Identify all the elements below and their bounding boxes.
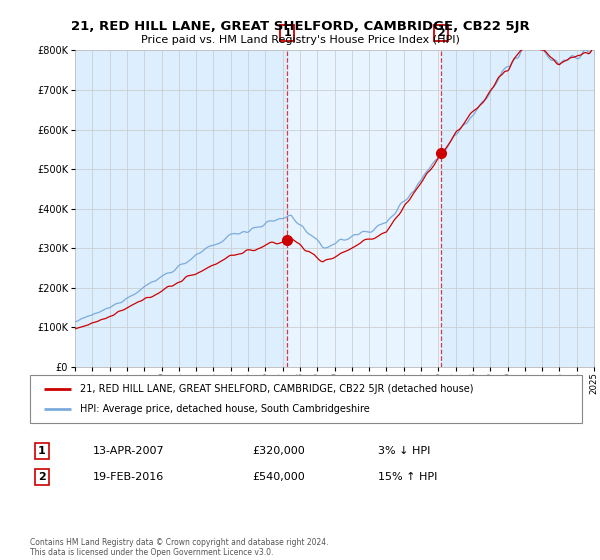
Text: 2: 2 (38, 472, 46, 482)
Text: 15% ↑ HPI: 15% ↑ HPI (378, 472, 437, 482)
Text: 1: 1 (284, 28, 292, 38)
Bar (287, 50, 440, 367)
Text: Contains HM Land Registry data © Crown copyright and database right 2024.
This d: Contains HM Land Registry data © Crown c… (30, 538, 329, 557)
Text: Price paid vs. HM Land Registry's House Price Index (HPI): Price paid vs. HM Land Registry's House … (140, 35, 460, 45)
Text: £540,000: £540,000 (252, 472, 305, 482)
Text: £320,000: £320,000 (252, 446, 305, 456)
Text: 3% ↓ HPI: 3% ↓ HPI (378, 446, 430, 456)
Text: 21, RED HILL LANE, GREAT SHELFORD, CAMBRIDGE, CB22 5JR: 21, RED HILL LANE, GREAT SHELFORD, CAMBR… (71, 20, 529, 32)
Text: 1: 1 (38, 446, 46, 456)
Text: 13-APR-2007: 13-APR-2007 (93, 446, 164, 456)
Text: 2: 2 (437, 28, 445, 38)
FancyBboxPatch shape (30, 375, 582, 423)
Text: 21, RED HILL LANE, GREAT SHELFORD, CAMBRIDGE, CB22 5JR (detached house): 21, RED HILL LANE, GREAT SHELFORD, CAMBR… (80, 384, 473, 394)
Text: 19-FEB-2016: 19-FEB-2016 (93, 472, 164, 482)
Text: HPI: Average price, detached house, South Cambridgeshire: HPI: Average price, detached house, Sout… (80, 404, 370, 414)
